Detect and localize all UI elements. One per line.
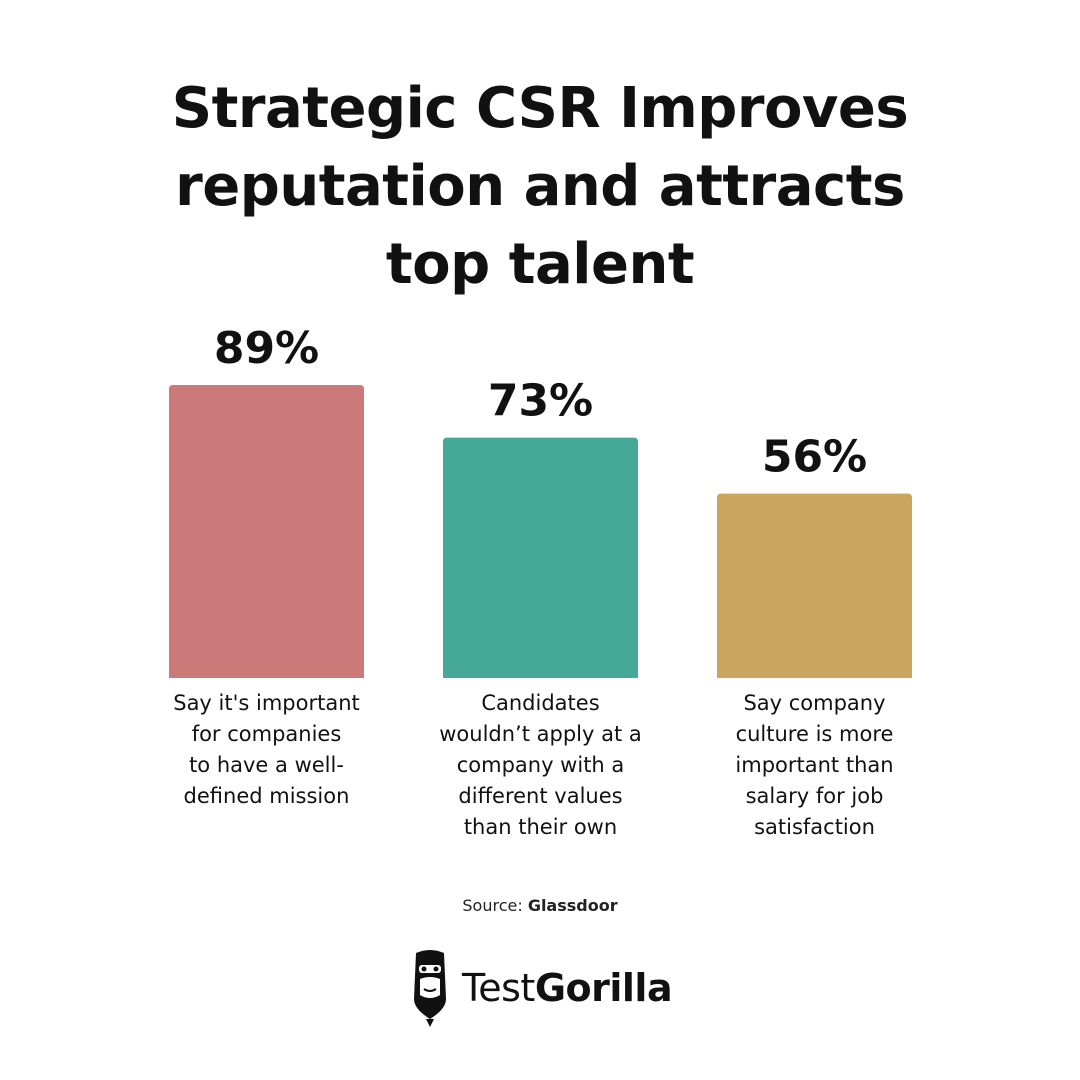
bar-value-label-2: 73% [488,376,593,427]
title-line-1: Strategic CSR Improves [171,76,909,141]
bar-value-label-1: 89% [214,323,319,374]
category-label-line: defined mission [183,784,350,808]
source-name: Glassdoor [527,896,618,915]
bar-value-label-3: 56% [762,432,867,483]
category-label-line: wouldn’t apply at a [439,722,642,746]
bar-2 [443,437,638,678]
chart-title: Strategic CSR Improves reputation and at… [0,70,1080,304]
category-label-line: satisfaction [754,815,875,839]
category-label-line: for companies [191,722,342,746]
category-label-line: Say company [743,691,886,715]
category-label-line: to have a well- [189,753,344,777]
title-line-2: reputation and attracts [175,154,905,219]
brand-name-regular: Test [462,966,535,1010]
category-label-line: different values [458,784,623,808]
source-note: Source: Glassdoor [0,896,1080,915]
category-label-line: than their own [463,815,618,839]
category-label-1: Say it's important for companies to have a… [152,688,382,812]
category-label-3: Say company culture is more important than… [700,688,930,843]
category-label-line: important than [735,753,894,777]
category-label-2: Candidates wouldn’t apply at a company wit… [426,688,656,843]
category-label-line: culture is more [735,722,894,746]
title-line-3: top talent [385,232,695,297]
category-label-line: salary for job [745,784,884,808]
category-label-line: company with a [456,753,625,777]
bar-3 [717,493,912,678]
brand-name-bold: Gorilla [534,966,673,1010]
brand-name: TestGorilla [462,966,673,1010]
source-prefix: Source: [462,896,523,915]
brand-logo: TestGorilla [410,948,673,1028]
gorilla-icon [414,950,446,1027]
bar-1 [169,385,364,678]
category-label-line: Say it's important [173,691,360,715]
category-label-line: Candidates [481,691,600,715]
